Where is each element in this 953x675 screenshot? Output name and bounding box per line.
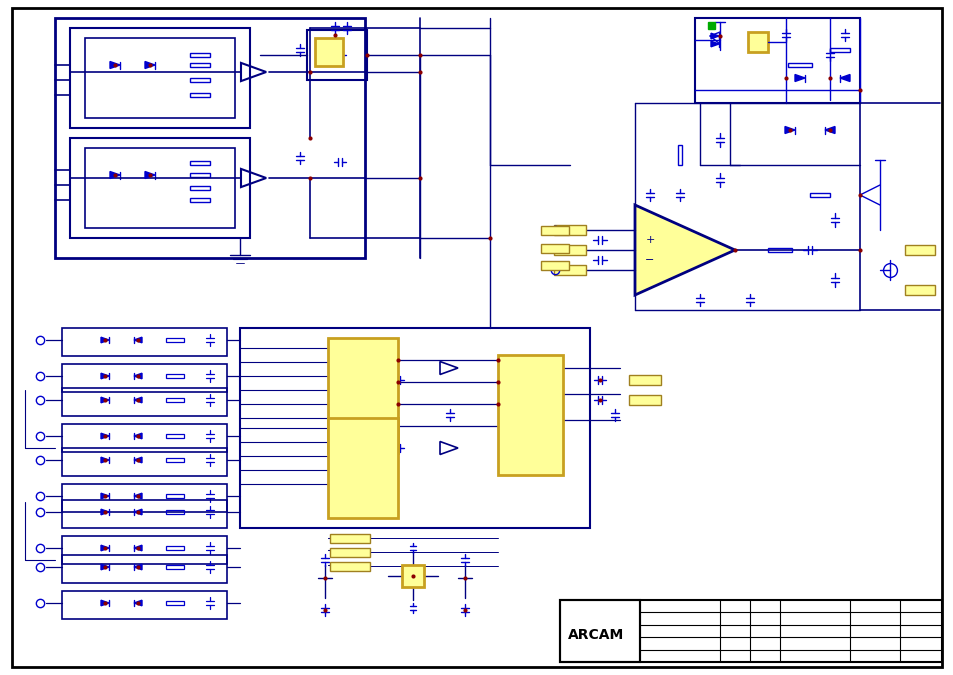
Bar bbox=[707, 22, 714, 29]
Bar bbox=[62, 536, 227, 564]
Polygon shape bbox=[133, 338, 142, 343]
Polygon shape bbox=[133, 493, 142, 499]
Bar bbox=[330, 562, 370, 570]
Bar bbox=[401, 565, 423, 587]
Bar bbox=[829, 48, 849, 52]
Bar bbox=[166, 546, 184, 550]
Bar bbox=[628, 395, 660, 405]
Polygon shape bbox=[133, 509, 142, 515]
Bar bbox=[190, 161, 210, 165]
Bar bbox=[540, 225, 568, 234]
Polygon shape bbox=[133, 545, 142, 551]
Bar bbox=[85, 148, 234, 228]
Polygon shape bbox=[710, 33, 719, 38]
Polygon shape bbox=[101, 338, 109, 343]
Polygon shape bbox=[110, 61, 120, 68]
Bar bbox=[809, 193, 829, 197]
Bar bbox=[330, 547, 370, 556]
Bar bbox=[190, 78, 210, 82]
Bar bbox=[767, 248, 791, 252]
Bar bbox=[559, 600, 639, 662]
Polygon shape bbox=[635, 205, 734, 295]
Bar bbox=[540, 261, 568, 269]
Bar bbox=[190, 186, 210, 190]
Polygon shape bbox=[784, 126, 794, 134]
Bar bbox=[190, 53, 210, 57]
Bar bbox=[307, 30, 367, 80]
Bar bbox=[554, 245, 585, 255]
Polygon shape bbox=[101, 373, 109, 379]
Polygon shape bbox=[794, 74, 804, 82]
Polygon shape bbox=[133, 373, 142, 379]
Bar bbox=[240, 328, 589, 528]
Bar bbox=[62, 591, 227, 619]
Polygon shape bbox=[101, 600, 109, 605]
Bar bbox=[559, 600, 941, 662]
Bar bbox=[554, 265, 585, 275]
Bar bbox=[747, 32, 767, 52]
Bar bbox=[166, 458, 184, 462]
Polygon shape bbox=[101, 433, 109, 439]
Bar bbox=[787, 63, 811, 67]
Bar bbox=[497, 355, 562, 475]
Polygon shape bbox=[133, 397, 142, 403]
Bar bbox=[330, 533, 370, 543]
Bar bbox=[904, 285, 934, 295]
Bar bbox=[62, 448, 227, 476]
Bar bbox=[190, 173, 210, 177]
Text: +: + bbox=[644, 235, 654, 245]
Bar bbox=[166, 398, 184, 402]
Bar bbox=[62, 328, 227, 356]
Polygon shape bbox=[824, 126, 834, 134]
Bar bbox=[628, 375, 660, 385]
Polygon shape bbox=[710, 41, 719, 47]
Polygon shape bbox=[101, 564, 109, 570]
Bar bbox=[190, 198, 210, 202]
Bar bbox=[678, 145, 681, 165]
Bar bbox=[166, 494, 184, 498]
Bar bbox=[166, 434, 184, 438]
Bar bbox=[166, 601, 184, 605]
Bar bbox=[55, 18, 365, 258]
Bar bbox=[62, 484, 227, 512]
Polygon shape bbox=[840, 74, 849, 82]
Text: −: − bbox=[644, 255, 654, 265]
Bar bbox=[166, 565, 184, 569]
Bar bbox=[85, 38, 234, 118]
Bar bbox=[62, 500, 227, 528]
Bar bbox=[70, 28, 250, 128]
Polygon shape bbox=[145, 171, 154, 178]
Bar bbox=[695, 18, 859, 103]
Bar bbox=[166, 338, 184, 342]
Polygon shape bbox=[101, 509, 109, 515]
Bar bbox=[314, 38, 343, 66]
Bar bbox=[328, 418, 397, 518]
Polygon shape bbox=[101, 545, 109, 551]
Bar bbox=[62, 424, 227, 452]
Polygon shape bbox=[133, 600, 142, 605]
Bar bbox=[166, 374, 184, 378]
Bar bbox=[190, 93, 210, 97]
Bar bbox=[190, 63, 210, 67]
Bar bbox=[70, 138, 250, 238]
Bar bbox=[904, 245, 934, 255]
Polygon shape bbox=[110, 171, 120, 178]
Bar bbox=[62, 555, 227, 583]
Polygon shape bbox=[145, 61, 154, 68]
Polygon shape bbox=[101, 457, 109, 463]
Polygon shape bbox=[133, 457, 142, 463]
Bar bbox=[166, 510, 184, 514]
Polygon shape bbox=[101, 493, 109, 499]
Text: ARCAM: ARCAM bbox=[567, 628, 623, 642]
Bar bbox=[540, 244, 568, 252]
Bar bbox=[328, 338, 397, 453]
Polygon shape bbox=[133, 433, 142, 439]
Bar bbox=[62, 388, 227, 416]
Bar bbox=[62, 364, 227, 392]
Bar bbox=[554, 225, 585, 235]
Polygon shape bbox=[101, 397, 109, 403]
Polygon shape bbox=[133, 564, 142, 570]
